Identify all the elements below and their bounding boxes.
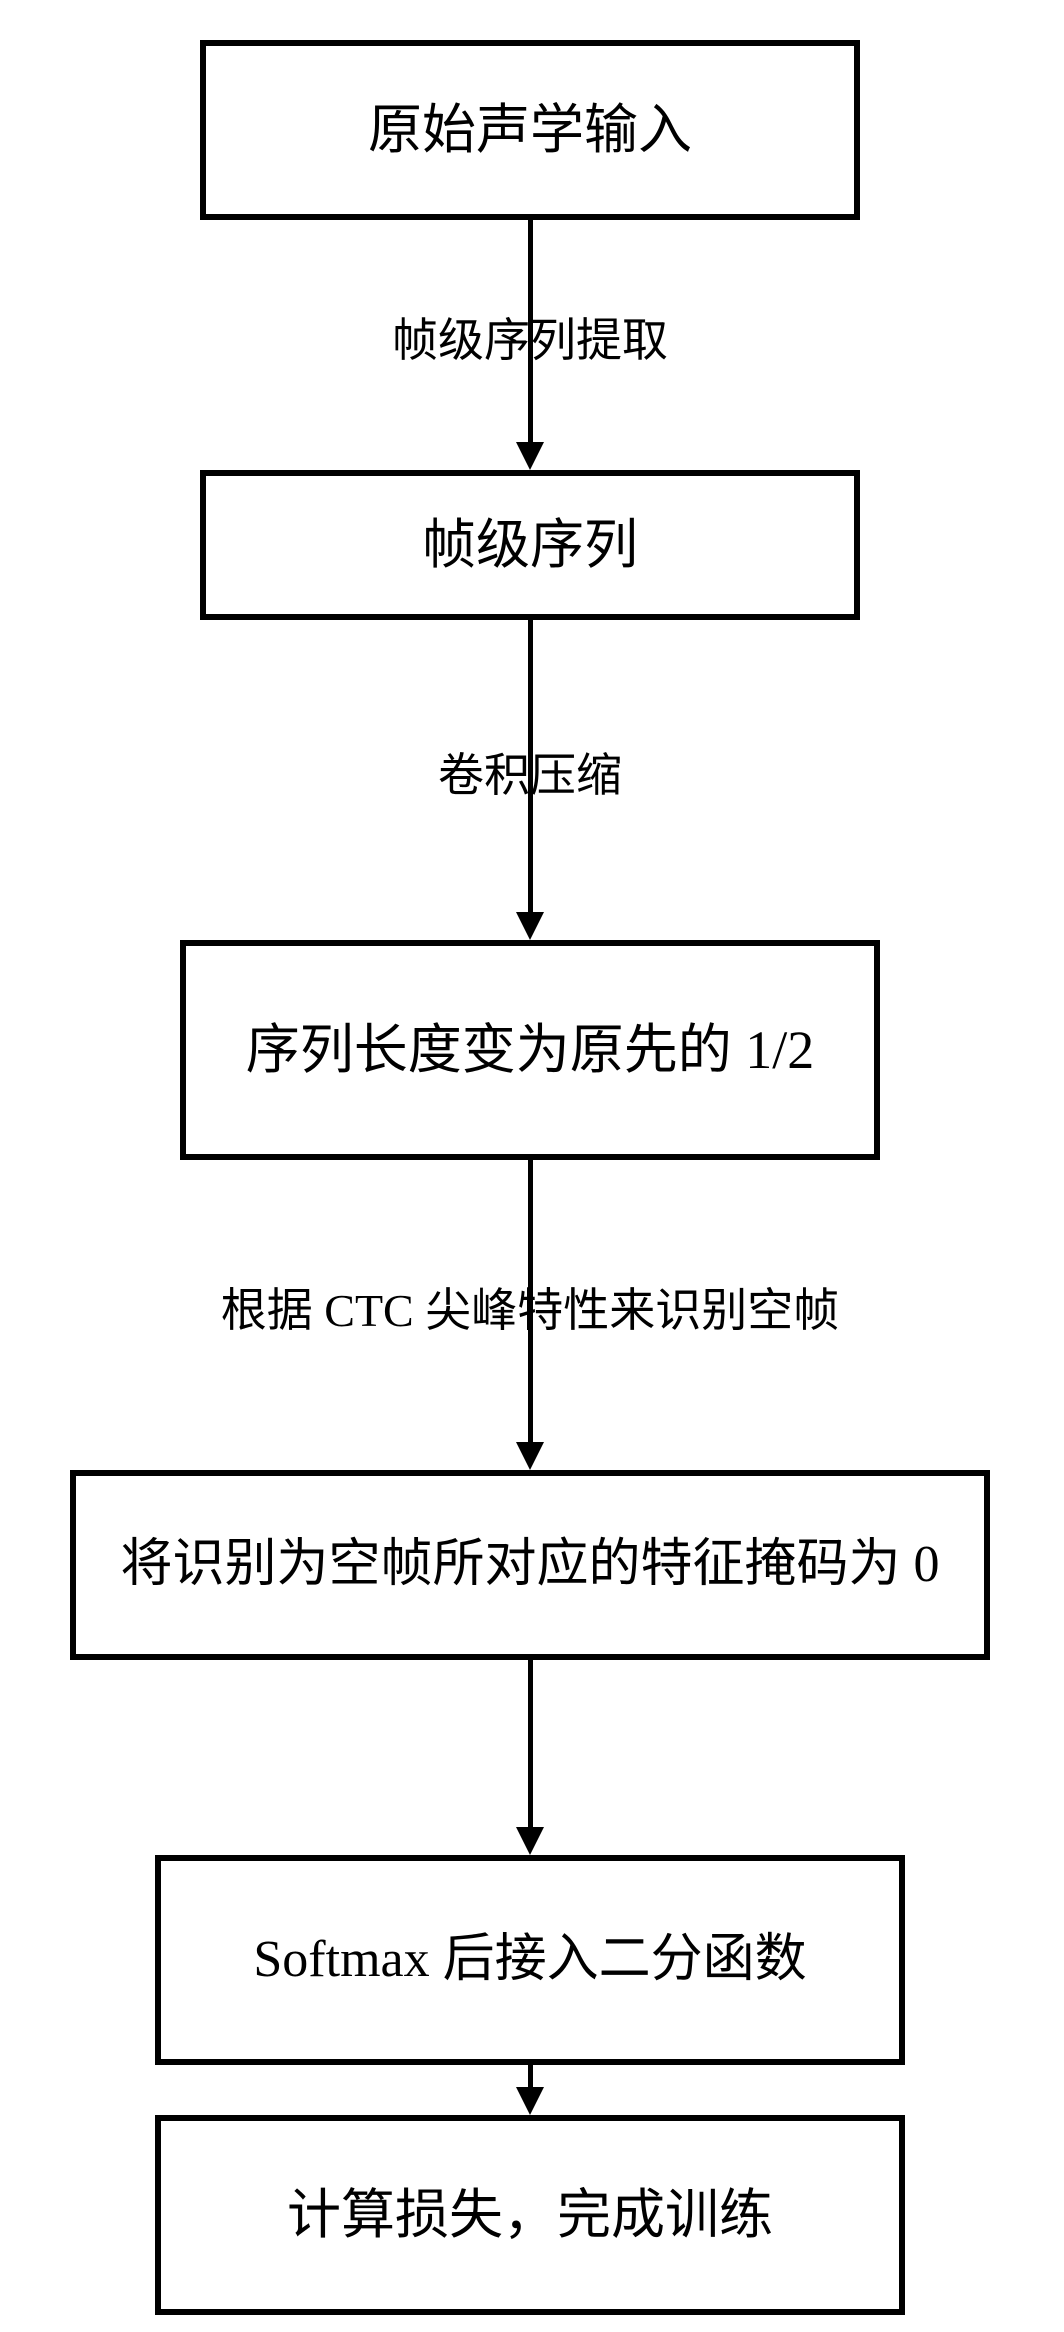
flow-node-n5: Softmax 后接入二分函数 [155, 1855, 905, 2065]
flow-node-n3: 序列长度变为原先的 1/2 [180, 940, 880, 1160]
flow-edge-arrowhead-1 [516, 912, 544, 940]
flow-edge-arrowhead-0 [516, 442, 544, 470]
flow-edge-label-1: 卷积压缩 [438, 739, 622, 805]
flow-edge-line-3 [528, 1660, 533, 1827]
flowchart-canvas: 原始声学输入帧级序列序列长度变为原先的 1/2 将识别为空帧所对应的特征掩码为 0… [0, 0, 1064, 2332]
flow-node-n2: 帧级序列 [200, 470, 860, 620]
flow-edge-arrowhead-2 [516, 1442, 544, 1470]
flow-node-n6: 计算损失，完成训练 [155, 2115, 905, 2315]
flow-edge-label-2: 根据 CTC 尖峰特性来识别空帧 [221, 1274, 839, 1340]
flow-edge-label-0: 帧级序列提取 [392, 304, 668, 370]
flow-edge-line-4 [528, 2065, 533, 2087]
flow-edge-arrowhead-4 [516, 2087, 544, 2115]
flow-edge-arrowhead-3 [516, 1827, 544, 1855]
flow-node-n1: 原始声学输入 [200, 40, 860, 220]
flow-node-n4: 将识别为空帧所对应的特征掩码为 0 [70, 1470, 990, 1660]
